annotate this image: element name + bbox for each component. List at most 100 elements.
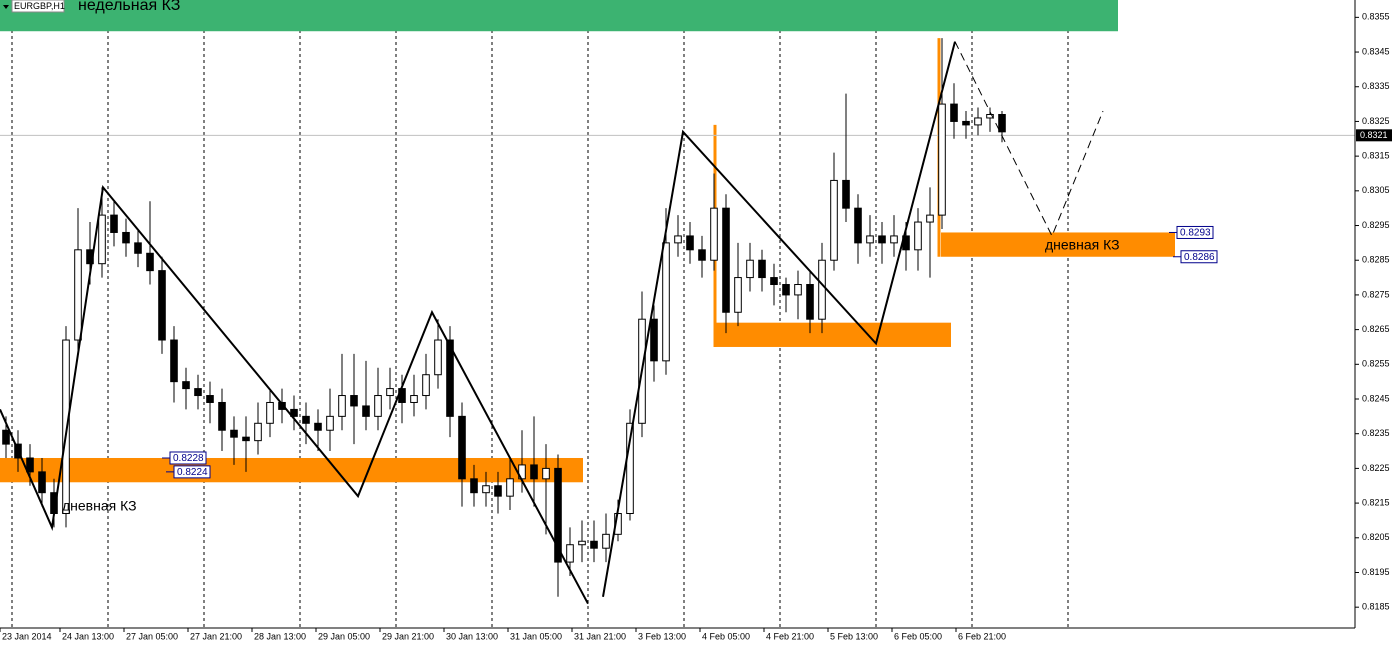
candle-body [662, 242, 670, 362]
title-box [11, 0, 65, 13]
candle-body [74, 249, 82, 341]
candle-body [290, 408, 298, 417]
x-tick-label: 5 Feb 13:00 [830, 631, 878, 641]
candle-body [194, 388, 202, 397]
candle-body [746, 259, 754, 279]
candle-body [794, 284, 802, 296]
last-price-box [1356, 129, 1392, 142]
trend-line [0, 184, 589, 605]
candle-body [878, 235, 886, 244]
x-tick-label: 4 Feb 21:00 [766, 631, 814, 641]
zone-label-box [173, 465, 211, 479]
x-tick-label: 27 Jan 05:00 [126, 631, 178, 641]
candle-body [230, 429, 238, 438]
x-tick-label: 28 Jan 13:00 [254, 631, 306, 641]
candle-body [926, 214, 934, 223]
zone-label-box [1176, 225, 1214, 239]
zone-label-box [1180, 250, 1218, 264]
candle-body [38, 471, 46, 494]
candle-body [134, 242, 142, 254]
menu-arrow [3, 5, 9, 9]
zone-label: 0.8286 [1184, 252, 1215, 263]
candle-body [698, 249, 706, 261]
y-tick-label: 0.8235 [1362, 428, 1390, 438]
candle-body [242, 436, 250, 442]
y-tick-label: 0.8315 [1362, 151, 1390, 161]
candle-body [314, 422, 322, 431]
candle-body [278, 401, 286, 410]
candle-body [554, 467, 562, 563]
candle-body [758, 259, 766, 279]
last-price-label: 0.8321 [1360, 130, 1388, 140]
x-tick-label: 4 Feb 05:00 [702, 631, 750, 641]
x-tick-label: 3 Feb 13:00 [638, 631, 686, 641]
x-tick-label: 27 Jan 21:00 [190, 631, 242, 641]
candle-body [98, 214, 106, 265]
candle-body [326, 415, 334, 431]
y-tick-label: 0.8275 [1362, 289, 1390, 299]
title: EURGBP,H1 [14, 1, 65, 11]
candle-body [686, 235, 694, 251]
zone-label-box [169, 451, 207, 465]
trend-line [602, 41, 956, 597]
candle-body [338, 395, 346, 417]
candle-body [626, 422, 634, 515]
candle-body [722, 207, 730, 313]
y-tick-label: 0.8265 [1362, 324, 1390, 334]
candle-body [782, 284, 790, 296]
candle-body [374, 395, 382, 417]
x-tick-label: 31 Jan 21:00 [574, 631, 626, 641]
zone-label: 0.8224 [177, 467, 208, 478]
y-tick-label: 0.8245 [1362, 393, 1390, 403]
candle-body [446, 339, 454, 417]
y-tick-label: 0.8335 [1362, 81, 1390, 91]
annotation: дневная КЗ [62, 498, 137, 514]
candle-body [482, 485, 490, 494]
candle-body [530, 464, 538, 480]
candle-body [470, 478, 478, 494]
zone [716, 322, 951, 347]
y-tick-label: 0.8255 [1362, 359, 1390, 369]
candle-body [938, 103, 946, 216]
candle-body [650, 318, 658, 362]
zone [0, 0, 1118, 32]
y-tick-label: 0.8185 [1362, 602, 1390, 612]
x-tick-label: 6 Feb 21:00 [958, 631, 1006, 641]
candle-body [806, 284, 814, 320]
y-tick-label: 0.8305 [1362, 185, 1390, 195]
candle-body [566, 544, 574, 563]
candle-body [458, 415, 466, 480]
y-tick-label: 0.8325 [1362, 116, 1390, 126]
candle-body [350, 395, 358, 407]
candle-body [26, 457, 34, 473]
candle-body [122, 231, 130, 244]
candle-body [890, 235, 898, 244]
candle-body [866, 235, 874, 244]
candle-body [422, 374, 430, 397]
annotation: недельная КЗ [78, 0, 180, 14]
candle-body [254, 422, 262, 442]
candle-body [170, 339, 178, 383]
candle-body [2, 429, 10, 445]
zone-label: 0.8293 [1180, 228, 1211, 239]
y-tick-label: 0.8195 [1362, 567, 1390, 577]
candle-body [986, 113, 994, 119]
x-tick-label: 31 Jan 05:00 [510, 631, 562, 641]
candle-body [62, 339, 70, 515]
candle-body [302, 415, 310, 424]
y-tick-label: 0.8215 [1362, 497, 1390, 507]
candle-body [854, 207, 862, 244]
candle-body [494, 485, 502, 497]
candle-body [434, 339, 442, 376]
x-tick-label: 6 Feb 05:00 [894, 631, 942, 641]
x-tick-label: 29 Jan 05:00 [318, 631, 370, 641]
x-tick-label: 30 Jan 13:00 [446, 631, 498, 641]
y-tick-label: 0.8355 [1362, 12, 1390, 22]
zone-label: 0.8228 [173, 453, 204, 464]
zone [0, 457, 583, 483]
candle-body [590, 540, 598, 549]
candle-body [362, 405, 370, 417]
candle-body [962, 120, 970, 126]
x-tick-label: 29 Jan 21:00 [382, 631, 434, 641]
